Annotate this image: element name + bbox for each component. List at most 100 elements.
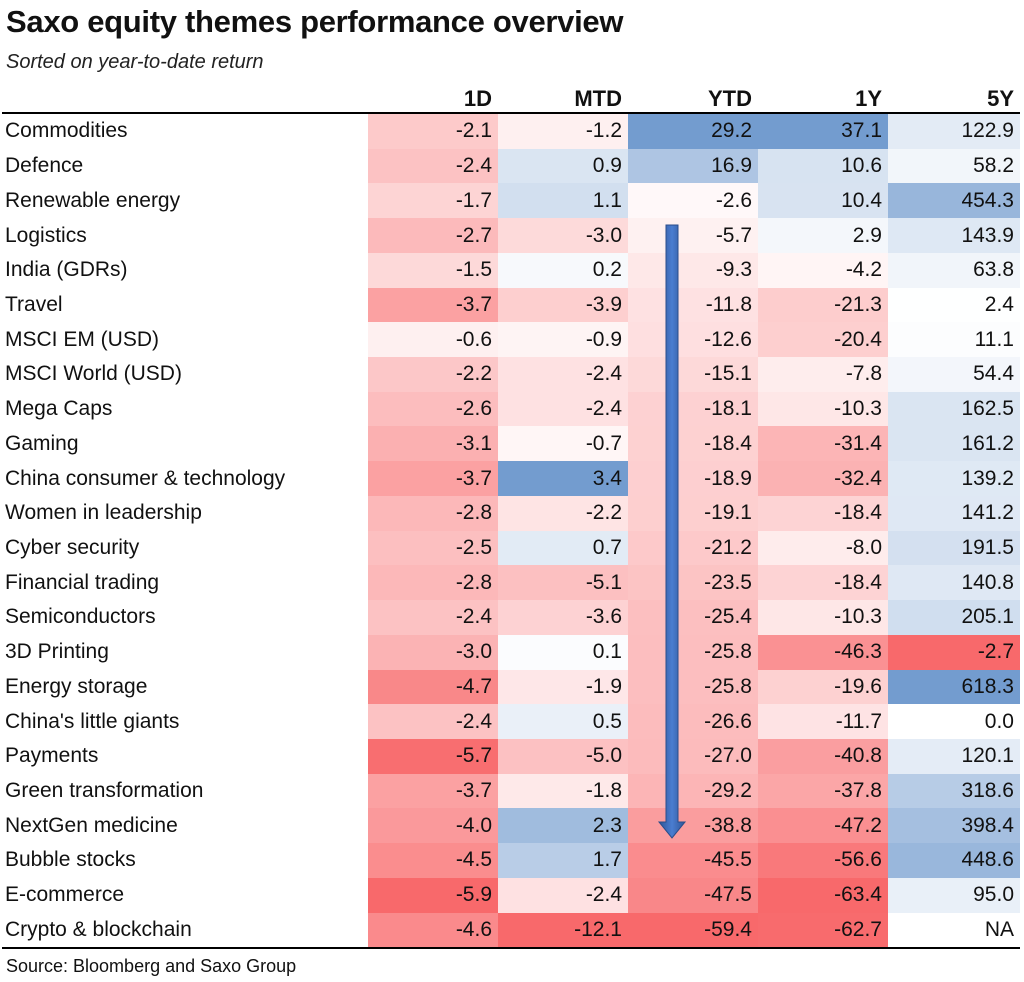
cell-mtd: -2.2 (498, 495, 628, 531)
cell-1d: -3.7 (368, 287, 498, 323)
cell-1y: -19.6 (758, 669, 888, 705)
table-row: Commodities -2.1 -1.2 29.2 37.1 122.9 (2, 113, 1020, 149)
cell-ytd: -18.9 (628, 461, 758, 496)
cell-ytd: -5.7 (628, 218, 758, 253)
cell-mtd: -5.0 (498, 738, 628, 774)
cell-1d: -3.7 (368, 461, 498, 496)
cell-1y: -10.3 (758, 391, 888, 427)
cell-1d: -2.5 (368, 530, 498, 566)
row-label: Mega Caps (5, 397, 113, 421)
table-row: China consumer & technology -3.7 3.4 -18.9-… (2, 461, 1020, 496)
cell-5y: 191.5 (888, 530, 1020, 566)
cell-mtd: -1.2 (498, 113, 628, 149)
row-label: 3D Printing (5, 640, 109, 664)
cell-1y: -10.3 (758, 600, 888, 635)
cell-5y: 205.1 (888, 600, 1020, 635)
cell-1d: -2.6 (368, 391, 498, 427)
row-label: Payments (5, 744, 99, 768)
row-label: India (GDRs) (5, 258, 128, 282)
cell-1d: -2.8 (368, 565, 498, 601)
cell-1d: -2.2 (368, 357, 498, 392)
cell-ytd: -25.8 (628, 634, 758, 670)
table-row: Logistics -2.7 -3.0 -5.7 2.9 143.9 (2, 218, 1020, 253)
cell-mtd: 0.5 (498, 704, 628, 739)
cell-1d: -2.8 (368, 495, 498, 531)
cell-1y: -20.4 (758, 322, 888, 358)
cell-5y: 140.8 (888, 565, 1020, 601)
table-row: Mega Caps -2.6 -2.4 -18.1 -10.3 162.5 (2, 391, 1020, 427)
cell-mtd: -2.4 (498, 357, 628, 392)
cell-ytd: -21.2 (628, 530, 758, 566)
cell-1y: -63.4 (758, 877, 888, 913)
table-row: Travel -3.7 -3.9 -11.8 -21.3 2.4 (2, 287, 1020, 323)
cell-ytd: -19.1 (628, 495, 758, 531)
cell-1d: -3.7 (368, 773, 498, 809)
cell-1d: -2.7 (368, 218, 498, 253)
row-label: Gaming (5, 431, 79, 455)
cell-1d: -2.1 (368, 113, 498, 149)
cell-ytd: -15.1 (628, 357, 758, 392)
table-row: MSCI EM (USD) -0.6 -0.9 -12.6 -20.4 11.1 (2, 322, 1020, 358)
chart-title: Saxo equity themes performance overview (6, 4, 624, 39)
cell-1y: -18.4 (758, 495, 888, 531)
cell-mtd: -12.1 (498, 912, 628, 950)
cell-mtd: 0.1 (498, 634, 628, 670)
cell-5y: 139.2 (888, 461, 1020, 496)
cell-5y: 11.1 (888, 322, 1020, 358)
cell-1y: -47.2 (758, 808, 888, 844)
cell-1y: -4.2 (758, 252, 888, 288)
cell-5y: 58.2 (888, 148, 1020, 184)
table-row: Crypto & blockchain -4.6 -12.1 -59.4 -62.7 NA (2, 912, 1020, 950)
table-row: Semiconductors -2.4 -3.6 -25.4 -10.3 205.1 (2, 600, 1020, 635)
cell-1d: -4.6 (368, 912, 498, 950)
cell-ytd: -38.8 (628, 808, 758, 844)
row-label: Bubble stocks (5, 848, 136, 872)
cell-ytd: -59.4 (628, 912, 758, 950)
cell-ytd: -2.6 (628, 183, 758, 219)
cell-1y: 10.4 (758, 183, 888, 219)
cell-5y: 63.8 (888, 252, 1020, 288)
table-row: Financial trading -2.8 -5.1 -23.5 -18.4 140.8 (2, 565, 1020, 601)
table-row: Energy storage -4.7 -1.9 -25.8 -19.6 618.3 (2, 669, 1020, 705)
cell-ytd: -11.8 (628, 287, 758, 323)
cell-5y: 2.4 (888, 287, 1020, 323)
cell-5y: -2.7 (888, 634, 1020, 670)
cell-ytd: -12.6 (628, 322, 758, 358)
cell-mtd: 2.3 (498, 808, 628, 844)
cell-1y: -40.8 (758, 738, 888, 774)
cell-ytd: -18.4 (628, 426, 758, 462)
cell-ytd: -23.5 (628, 565, 758, 601)
table-row: NextGen medicine -4.0 2.3 -38.8 -47.2 398.4 (2, 808, 1020, 844)
cell-1d: -4.0 (368, 808, 498, 844)
cell-1y: -11.7 (758, 704, 888, 739)
cell-mtd: -3.6 (498, 600, 628, 635)
cell-1d: -1.7 (368, 183, 498, 219)
table-row: 3D Printing -3.0 0.1 -25.8 -46.3 -2.7 (2, 634, 1020, 670)
cell-ytd: 29.2 (628, 113, 758, 149)
cell-1d: -2.4 (368, 600, 498, 635)
cell-ytd: -9.3 (628, 252, 758, 288)
cell-1y: -32.4 (758, 461, 888, 496)
row-label: Renewable energy (5, 188, 181, 212)
cell-mtd: -3.9 (498, 287, 628, 323)
cell-ytd: -25.8 (628, 669, 758, 705)
table-row: Renewable energy -1.7 1.1 -2.6 10.4 454.3 (2, 183, 1020, 219)
table-row: E-commerce -5.9 -2.4 -47.5 -63.4 95.0 (2, 877, 1020, 913)
heatmap-body: Commodities -2.1 -1.2 29.2 37.1 122.9 Defence -… (2, 113, 1020, 950)
table-row: Bubble stocks -4.5 1.7 -45.5 -56.6 448.6 (2, 843, 1020, 878)
cell-ytd: -26.6 (628, 704, 758, 739)
cell-ytd: 16.9 (628, 148, 758, 184)
chart-subtitle: Sorted on year-to-date return (6, 51, 264, 73)
cell-mtd: 3.4 (498, 461, 628, 496)
cell-mtd: -0.9 (498, 322, 628, 358)
cell-mtd: -0.7 (498, 426, 628, 462)
table-row: Women in leadership -2.8 -2.2 -19.1 -18.4 141… (2, 495, 1020, 531)
cell-mtd: 0.2 (498, 252, 628, 288)
cell-5y: 54.4 (888, 357, 1020, 392)
header-theme (2, 79, 368, 114)
row-label: China's little giants (5, 709, 180, 733)
source-note: Source: Bloomberg and Saxo Group (6, 956, 297, 976)
cell-ytd: -29.2 (628, 773, 758, 809)
cell-1y: -31.4 (758, 426, 888, 462)
cell-mtd: 0.9 (498, 148, 628, 184)
